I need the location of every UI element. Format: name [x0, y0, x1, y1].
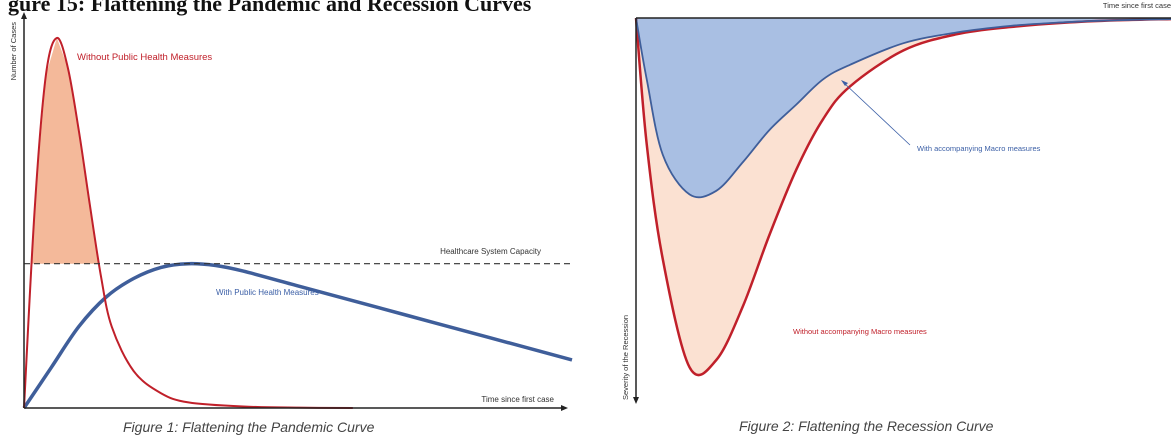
- figure2-caption: Figure 2: Flattening the Recession Curve: [739, 418, 994, 434]
- with-measures-label: With Public Health Measures: [216, 288, 319, 297]
- x-axis-label-top: Time since first case: [1103, 1, 1171, 10]
- annotation-arrowhead: [841, 80, 848, 86]
- x-axis-arrow: [561, 405, 568, 411]
- with-macro-area: [636, 18, 1171, 198]
- figure1-chart: Number of Cases Time since first case He…: [9, 12, 573, 411]
- with-macro-label: With accompanying Macro measures: [917, 144, 1041, 153]
- without-measures-excess-area: [32, 38, 99, 264]
- figure1-caption: Figure 1: Flattening the Pandemic Curve: [123, 419, 375, 435]
- figure2-chart: Time since first case Severity of the Re…: [621, 1, 1171, 404]
- y-axis-label-severity: Severity of the Recession: [621, 315, 630, 400]
- y-axis-label: Number of Cases: [9, 22, 18, 81]
- page-heading: gure 15: Flattening the Pandemic and Rec…: [8, 0, 532, 16]
- without-measures-curve: [23, 37, 353, 409]
- x-axis-label: Time since first case: [481, 395, 554, 404]
- y-axis-down-arrow: [633, 397, 639, 404]
- without-measures-label: Without Public Health Measures: [77, 52, 212, 63]
- without-macro-curve: [634, 17, 1171, 377]
- with-measures-curve: [22, 261, 573, 409]
- with-macro-curve: [635, 17, 1171, 199]
- y-axis-arrow: [21, 12, 27, 19]
- capacity-label: Healthcare System Capacity: [440, 247, 541, 256]
- without-macro-label: Without accompanying Macro measures: [793, 327, 927, 336]
- annotation-arrow: [843, 82, 911, 146]
